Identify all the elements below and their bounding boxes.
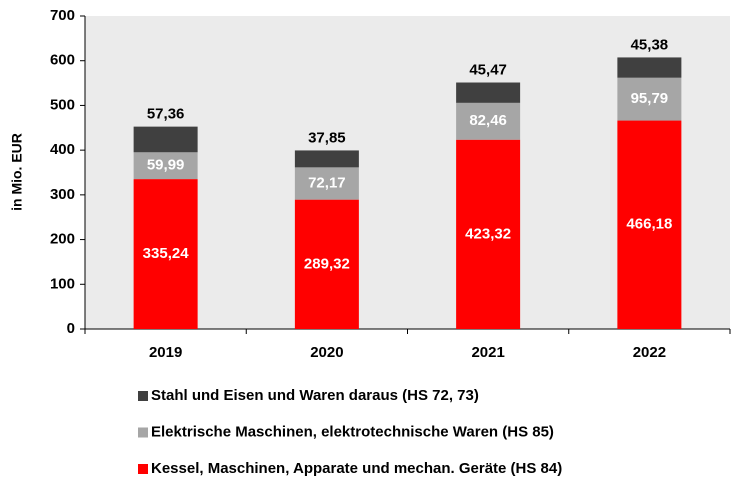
data-label: 289,32 xyxy=(304,255,350,272)
data-label: 466,18 xyxy=(626,216,672,233)
legend-label: Elektrische Maschinen, elektrotechnische… xyxy=(151,423,554,440)
y-axis-label: in Mio. EUR xyxy=(9,133,25,211)
y-tick-label: 700 xyxy=(50,7,75,24)
data-label: 95,79 xyxy=(631,90,669,107)
x-tick-label: 2019 xyxy=(149,344,182,361)
bar-segment xyxy=(294,167,359,200)
y-tick-label: 400 xyxy=(50,141,75,158)
data-label: 45,47 xyxy=(469,61,507,78)
data-label: 59,99 xyxy=(147,157,185,174)
legend-swatch xyxy=(138,391,148,401)
y-tick-label: 300 xyxy=(50,186,75,203)
bar-segment xyxy=(294,150,359,168)
legend-label: Kessel, Maschinen, Apparate und mechan. … xyxy=(151,460,562,477)
y-tick-label: 600 xyxy=(50,52,75,69)
bar-segment xyxy=(456,139,521,329)
x-tick-label: 2020 xyxy=(310,344,343,361)
bar-segment xyxy=(456,82,521,103)
data-label: 82,46 xyxy=(469,112,507,129)
legend-swatch xyxy=(138,464,148,474)
legend-swatch xyxy=(138,427,148,438)
bar-segment xyxy=(617,77,682,121)
data-label: 37,85 xyxy=(308,129,346,146)
data-label: 335,24 xyxy=(143,245,190,262)
y-tick-label: 200 xyxy=(50,231,75,248)
bar-segment xyxy=(133,152,198,180)
bar-segment xyxy=(294,199,359,329)
x-tick-label: 2021 xyxy=(471,344,504,361)
data-label: 45,38 xyxy=(631,36,669,53)
bar-segment xyxy=(456,102,521,140)
y-tick-label: 500 xyxy=(50,96,75,113)
y-tick-label: 100 xyxy=(50,275,75,292)
bar-segment xyxy=(617,57,682,78)
data-label: 423,32 xyxy=(465,225,511,242)
bar-segment xyxy=(617,120,682,330)
bar-segment xyxy=(133,126,198,153)
y-tick-label: 0 xyxy=(67,320,75,337)
legend-label: Stahl und Eisen und Waren daraus (HS 72,… xyxy=(151,387,479,404)
x-tick-label: 2022 xyxy=(633,344,666,361)
data-label: 57,36 xyxy=(147,106,185,123)
data-label: 72,17 xyxy=(308,174,346,191)
bar-segment xyxy=(133,179,198,329)
